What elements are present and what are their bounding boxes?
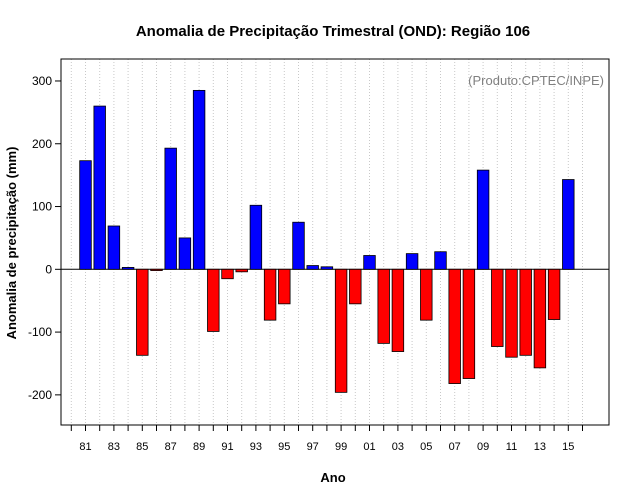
- bar-96: [292, 221, 305, 270]
- bar-89: [192, 89, 206, 270]
- bar-03: [391, 268, 405, 352]
- y-tick-label: 100: [32, 200, 52, 214]
- bar-99: [334, 268, 348, 393]
- bar-93: [249, 204, 263, 270]
- y-axis: -200 -100 0 100 200 300: [28, 74, 61, 402]
- x-tick-label: 13: [534, 441, 546, 453]
- x-tick-label: 99: [335, 441, 347, 453]
- y-tick-label: -200: [28, 388, 52, 402]
- bar-13: [533, 268, 547, 369]
- bar-04: [405, 253, 419, 270]
- bar-07: [448, 268, 461, 384]
- bars: [79, 89, 575, 393]
- y-tick-label: 200: [32, 137, 52, 151]
- x-tick-label: 01: [363, 441, 375, 453]
- bar-90: [207, 268, 220, 332]
- x-tick-label: 87: [165, 441, 177, 453]
- bar-94: [263, 268, 277, 321]
- bar-06: [434, 251, 447, 270]
- x-tick-label: 93: [250, 441, 262, 453]
- x-tick-label: 85: [136, 441, 148, 453]
- x-tick-label: 07: [449, 441, 461, 453]
- plot-frame: [60, 58, 610, 426]
- x-axis-title: Ano: [320, 470, 345, 485]
- bar-81: [79, 160, 92, 270]
- bar-01: [363, 255, 376, 270]
- y-tick-label: -100: [28, 325, 52, 339]
- x-tick-label: 81: [79, 441, 91, 453]
- chart-title: Anomalia de Precipitação Trimestral (OND…: [136, 23, 530, 40]
- bar-10: [491, 268, 504, 347]
- bar-09: [476, 169, 490, 270]
- bar-88: [178, 237, 192, 270]
- x-tick-label: 97: [307, 441, 319, 453]
- x-tick-label: 83: [108, 441, 120, 453]
- bar-15: [562, 179, 575, 270]
- x-tick-label: 03: [392, 441, 404, 453]
- x-tick-label: 95: [278, 441, 290, 453]
- x-tick-label: 15: [562, 441, 574, 453]
- x-tick-label: 09: [477, 441, 489, 453]
- bar-91: [221, 268, 234, 280]
- bar-95: [278, 268, 291, 305]
- x-tick-label: 91: [221, 441, 233, 453]
- x-axis: 81 83 85 87 89 91 93 95 97 99 01 03 05 07 09 11 13 15: [70, 425, 583, 453]
- x-tick-label: 05: [420, 441, 432, 453]
- bar-98: [320, 266, 334, 270]
- bar-97: [306, 265, 319, 270]
- x-tick-label: 11: [506, 441, 517, 453]
- bar-05: [420, 268, 433, 321]
- bar-11: [505, 268, 518, 358]
- bar-00: [349, 268, 362, 305]
- x-tick-label: 89: [193, 441, 205, 453]
- bar-14: [547, 268, 561, 320]
- bar-92: [235, 268, 248, 273]
- bar-84: [121, 267, 135, 270]
- y-axis-title: Anomalia de precipitação (mm): [4, 147, 19, 340]
- bar-82: [93, 105, 106, 270]
- bar-02: [377, 268, 390, 344]
- bar-86: [150, 268, 163, 271]
- source-annotation: (Produto:CPTEC/INPE): [468, 73, 604, 88]
- y-tick-label: 300: [32, 74, 52, 88]
- bar-83: [107, 225, 121, 270]
- bar-85: [136, 268, 149, 356]
- bar-12: [519, 268, 532, 356]
- y-tick-label: 0: [45, 262, 52, 276]
- bar-08: [462, 268, 476, 379]
- grid-lines: [70, 59, 583, 425]
- bar-87: [164, 147, 177, 270]
